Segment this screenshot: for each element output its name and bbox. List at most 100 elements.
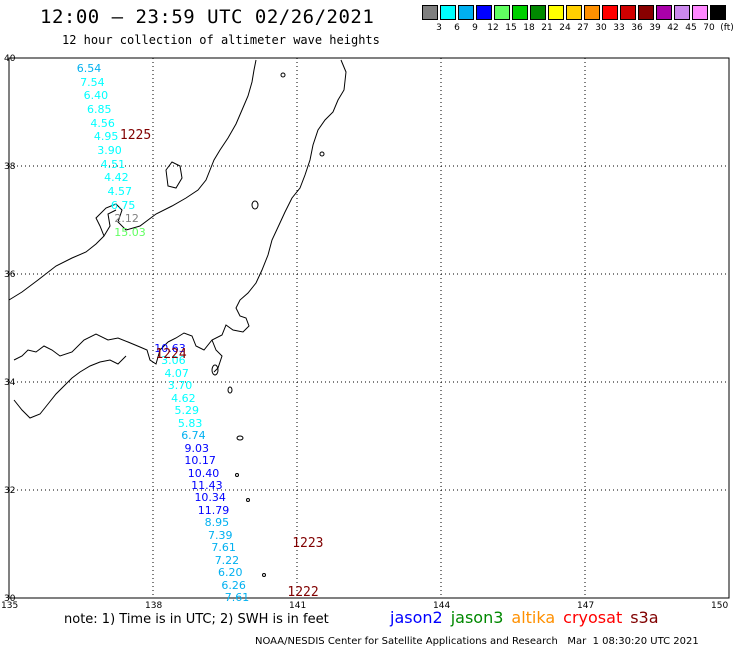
wave-height-value: 6.85 (87, 103, 112, 116)
wave-height-value: 7.54 (80, 75, 105, 89)
colorbar-label: 6 (454, 23, 460, 33)
island-sado (165, 161, 183, 189)
pass-time-label: 1225 (119, 128, 152, 144)
coastline-boso (211, 339, 223, 373)
footer-note: note: 1) Time is in UTC; 2) SWH is in fe… (64, 612, 329, 627)
island-small-1 (235, 473, 239, 477)
colorbar-label: 42 (667, 23, 679, 33)
wave-height-value: 10.63 (154, 342, 186, 355)
wave-height-value: 7.39 (208, 528, 233, 542)
colorbar-swatch (476, 5, 492, 20)
wave-height-value: 3.70 (167, 379, 193, 393)
wave-height-value: 6.74 (181, 429, 206, 443)
coastline-kii (13, 355, 127, 419)
coastline (8, 59, 347, 577)
island-hachijo (236, 435, 244, 441)
wave-height-value: 6.26 (221, 578, 246, 592)
colorbar-swatch (602, 5, 618, 20)
wave-height-value: 9.03 (184, 441, 210, 455)
colorbar-swatch (548, 5, 564, 20)
colorbar-label: 70 (703, 23, 715, 33)
legend-altika: altika (511, 608, 556, 627)
wave-height-value: 10.40 (187, 466, 220, 480)
y-tick-label: 40 (4, 54, 16, 64)
island-oshima (211, 364, 219, 376)
wave-height-value: 4.56 (90, 116, 115, 130)
wave-height-value: 4.07 (164, 366, 189, 380)
y-tick-label: 30 (4, 594, 16, 604)
colorbar-swatch (512, 5, 528, 20)
colorbar-label: 27 (577, 23, 589, 33)
lat-lon-grid (9, 58, 729, 598)
coastline-izu (13, 333, 169, 365)
wave-height-value: 11.79 (197, 503, 230, 517)
wave-height-value: 4.95 (93, 130, 119, 144)
y-tick-label: 32 (4, 486, 16, 496)
pass-time-label: 1223 (292, 536, 324, 551)
wave-height-value: 7.22 (214, 553, 240, 567)
colorbar-label: 18 (523, 23, 535, 33)
colorbar-swatch (674, 5, 690, 20)
wave-height-value: 6.54 (76, 62, 102, 75)
wave-height-value: 5.29 (174, 404, 200, 418)
satellite-legend: jason2 jason3 altika cryosat s3a (390, 608, 667, 627)
coastline-honshu-east (167, 59, 347, 351)
island-miyake (227, 386, 233, 394)
wave-height-value: 7.61 (224, 591, 250, 604)
colorbar-label: (ft) (720, 23, 734, 33)
colorbar-label: 9 (472, 23, 478, 33)
colorbar-label: 33 (613, 23, 625, 33)
pass-time-label: 1222 (287, 584, 319, 600)
legend-jason2: jason2 (390, 608, 443, 627)
legend-cryosat: cryosat (563, 608, 623, 627)
wave-height-value: 11.43 (191, 478, 223, 492)
y-tick-label: 38 (4, 162, 16, 172)
wave-height-value: 2.12 (114, 212, 139, 226)
x-tick-label: 150 (711, 601, 729, 611)
colorbar-swatch (566, 5, 582, 20)
island-small-3 (262, 573, 266, 577)
wave-height-value: 7.61 (211, 541, 236, 555)
wave-height-value: 4.51 (100, 157, 126, 171)
colorbar-label: 12 (487, 23, 499, 33)
colorbar-label: 30 (595, 23, 607, 33)
x-tick-label: 147 (577, 601, 595, 611)
colorbar-swatch (494, 5, 510, 20)
colorbar-label: 45 (685, 23, 697, 33)
x-tick-label: 138 (145, 601, 163, 611)
wave-height-value: 15.03 (114, 226, 146, 239)
colorbar-swatch (710, 5, 726, 20)
legend-s3a: s3a (630, 608, 659, 627)
colorbar-swatch (458, 5, 474, 20)
footer-credit: NOAA/NESDIS Center for Satellite Applica… (255, 636, 699, 647)
wave-height-value: 3.06 (161, 354, 186, 368)
wave-height-value: 6.20 (218, 566, 243, 580)
colorbar-swatch (656, 5, 672, 20)
wave-height-value: 6.40 (83, 89, 109, 103)
colorbar-swatch (530, 5, 546, 20)
map-title: 12:00 – 23:59 UTC 02/26/2021 (40, 6, 375, 28)
x-tick-label: 135 (1, 601, 19, 611)
colorbar-swatch (422, 5, 438, 20)
wave-height-value: 3.90 (97, 144, 122, 157)
colorbar-swatch (638, 5, 654, 20)
colorbar-label: 36 (631, 23, 643, 33)
wave-height-value: 5.83 (177, 416, 203, 430)
lake-1 (251, 200, 259, 210)
y-tick-label: 36 (4, 270, 16, 280)
legend-jason3: jason3 (450, 608, 504, 627)
map-subtitle: 12 hour collection of altimeter wave hei… (62, 33, 380, 47)
colorbar-label: 15 (505, 23, 517, 33)
colorbar-label: 24 (559, 23, 571, 33)
y-tick-label: 34 (4, 378, 16, 388)
coastline-noto (103, 209, 117, 237)
wave-height-value: 10.17 (184, 454, 216, 468)
lake-2 (280, 72, 286, 78)
island-small-2 (246, 498, 250, 502)
colorbar-swatch (440, 5, 456, 20)
wave-height-value: 10.34 (194, 491, 226, 505)
colorbar-label: 21 (541, 23, 553, 33)
x-tick-label: 141 (289, 601, 307, 611)
colorbar-swatch (692, 5, 708, 20)
